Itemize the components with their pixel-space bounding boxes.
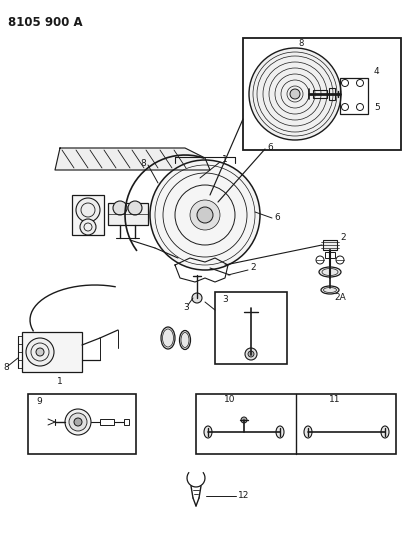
Ellipse shape xyxy=(276,426,284,438)
Circle shape xyxy=(113,201,127,215)
Bar xyxy=(340,78,368,114)
Bar xyxy=(329,88,335,100)
Text: 3: 3 xyxy=(183,303,189,312)
Text: 6: 6 xyxy=(274,214,280,222)
Circle shape xyxy=(128,201,142,215)
Text: 2A: 2A xyxy=(334,294,346,303)
Text: 8105 900 A: 8105 900 A xyxy=(8,16,83,29)
Bar xyxy=(243,38,401,150)
Circle shape xyxy=(74,418,82,426)
Text: 9: 9 xyxy=(36,397,42,406)
Circle shape xyxy=(249,48,341,140)
Circle shape xyxy=(150,160,260,270)
Circle shape xyxy=(290,89,300,99)
Bar xyxy=(215,292,287,364)
Circle shape xyxy=(80,219,96,235)
Ellipse shape xyxy=(304,426,312,438)
Circle shape xyxy=(69,413,87,431)
Polygon shape xyxy=(55,148,210,170)
Text: 4: 4 xyxy=(374,68,380,77)
Ellipse shape xyxy=(161,327,175,349)
Text: 11: 11 xyxy=(329,395,341,405)
Text: 10: 10 xyxy=(224,395,236,405)
Text: 1: 1 xyxy=(57,377,63,386)
Text: 8: 8 xyxy=(3,364,9,373)
Bar xyxy=(313,90,327,98)
Bar xyxy=(28,394,136,454)
Text: 12: 12 xyxy=(238,491,249,500)
Text: 3: 3 xyxy=(222,295,228,303)
Circle shape xyxy=(26,338,54,366)
Ellipse shape xyxy=(204,426,212,438)
Bar xyxy=(124,419,129,425)
Ellipse shape xyxy=(321,286,339,294)
Ellipse shape xyxy=(319,267,341,277)
Bar xyxy=(108,203,148,225)
Bar xyxy=(325,252,335,258)
Text: 2: 2 xyxy=(340,232,346,241)
Text: 6: 6 xyxy=(267,143,273,152)
Circle shape xyxy=(190,200,220,230)
Bar xyxy=(100,419,114,425)
Bar xyxy=(323,240,337,250)
Ellipse shape xyxy=(180,330,191,350)
Text: 5: 5 xyxy=(374,103,380,112)
Circle shape xyxy=(245,348,257,360)
Text: 8: 8 xyxy=(298,39,303,49)
Text: 2: 2 xyxy=(250,263,256,272)
Bar xyxy=(196,394,396,454)
Text: 1: 1 xyxy=(222,156,228,165)
Ellipse shape xyxy=(381,426,389,438)
Circle shape xyxy=(241,417,247,423)
Circle shape xyxy=(248,351,254,357)
Bar xyxy=(22,332,82,372)
Text: 8: 8 xyxy=(140,158,146,167)
Circle shape xyxy=(36,348,44,356)
Circle shape xyxy=(192,293,202,303)
Circle shape xyxy=(65,409,91,435)
Circle shape xyxy=(197,207,213,223)
Bar xyxy=(72,195,104,235)
Circle shape xyxy=(76,198,100,222)
